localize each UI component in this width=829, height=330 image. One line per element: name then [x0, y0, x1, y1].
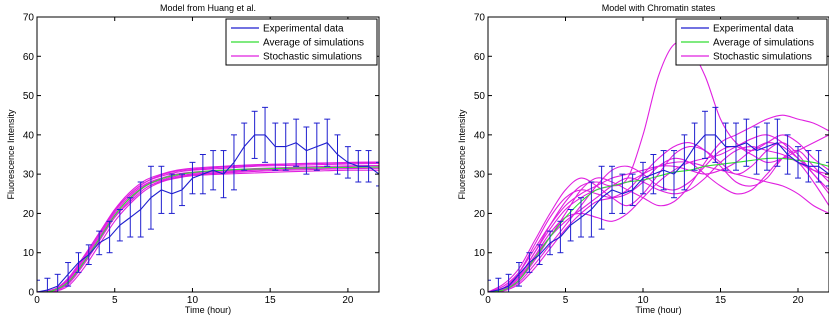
average-simulation-line: [488, 157, 829, 292]
plot-series: [37, 106, 379, 292]
y-tick-label: 40: [474, 130, 486, 141]
legend-label: Experimental data: [263, 24, 344, 35]
x-tick-label: 15: [265, 295, 277, 306]
y-tick-label: 60: [474, 52, 486, 63]
y-tick-label: 50: [23, 91, 35, 102]
axes-box: [487, 16, 829, 293]
experimental-data-line: [488, 134, 829, 292]
plot-series: [488, 41, 829, 292]
legend-item-average-of-simulations: Average of simulations: [231, 38, 364, 49]
legend-label: Experimental data: [713, 24, 794, 35]
chart-title: Model from Huang et al.: [160, 3, 256, 13]
experimental-data-line: [37, 134, 379, 292]
error-bar: [488, 279, 491, 292]
legend-label: Stochastic simulations: [263, 52, 362, 63]
x-tick-label: 0: [485, 295, 491, 306]
y-axis-label: Fluorescence Intensity: [457, 109, 467, 200]
y-axis-label: Fluorescence Intensity: [6, 109, 16, 200]
x-tick-label: 5: [563, 295, 569, 306]
axes-box: [36, 16, 380, 293]
y-tick-label: 30: [23, 170, 35, 181]
chart-panel-1: 0 5 10 15 20 0 10 20 30 40 50 60 70 Model from Huang …: [6, 3, 380, 315]
x-axis-label: Time (hour): [185, 305, 231, 315]
stochastic-simulation-line-4: [488, 142, 829, 292]
stochastic-simulation-line-6: [488, 134, 829, 292]
y-tick-label: 10: [23, 248, 35, 259]
legend-item-experimental-data: Experimental data: [231, 24, 344, 35]
legend-item-stochastic-simulations: Stochastic simulations: [231, 52, 362, 63]
legend-item-stochastic-simulations: Stochastic simulations: [681, 52, 812, 63]
x-tick-label: 15: [715, 295, 727, 306]
x-tick-label: 10: [637, 295, 649, 306]
y-tick-label: 70: [23, 13, 35, 24]
chart-title: Model with Chromatin states: [602, 3, 716, 13]
legend-label: Stochastic simulations: [713, 52, 812, 63]
chart-panel-2: 0 5 10 15 20 0 10 20 30 40 50 60 70 Model with Chroma…: [457, 3, 829, 315]
x-tick-label: 5: [112, 295, 118, 306]
y-tick-label: 50: [474, 91, 486, 102]
legend-item-average-of-simulations: Average of simulations: [681, 38, 814, 49]
y-tick-label: 20: [23, 209, 35, 220]
y-tick-label: 10: [474, 248, 486, 259]
stochastic-simulation-line-3: [488, 142, 829, 292]
error-bar: [376, 161, 379, 187]
x-tick-label: 0: [34, 295, 40, 306]
y-tick-label: 20: [474, 209, 486, 220]
x-tick-label: 20: [792, 295, 804, 306]
stochastic-simulation-line-1: [488, 41, 829, 292]
error-bar: [826, 161, 829, 187]
y-tick-label: 70: [474, 13, 486, 24]
legend: Experimental data Average of simulations S…: [225, 18, 378, 66]
y-tick-label: 0: [479, 288, 485, 299]
error-bar: [37, 279, 40, 292]
legend-item-experimental-data: Experimental data: [681, 24, 794, 35]
stochastic-simulation-line-9: [488, 142, 829, 292]
y-tick-label: 60: [23, 52, 35, 63]
x-axis-label: Time (hour): [635, 305, 681, 315]
legend: Experimental data Average of simulations S…: [675, 18, 828, 66]
x-tick-label: 10: [187, 295, 199, 306]
average-simulation-line: [37, 166, 379, 292]
x-tick-label: 20: [342, 295, 354, 306]
stochastic-simulation-line-8: [488, 134, 829, 292]
legend-label: Average of simulations: [713, 38, 814, 49]
y-tick-label: 0: [28, 288, 34, 299]
y-tick-label: 40: [23, 130, 35, 141]
legend-label: Average of simulations: [263, 38, 364, 49]
y-tick-label: 30: [474, 170, 486, 181]
